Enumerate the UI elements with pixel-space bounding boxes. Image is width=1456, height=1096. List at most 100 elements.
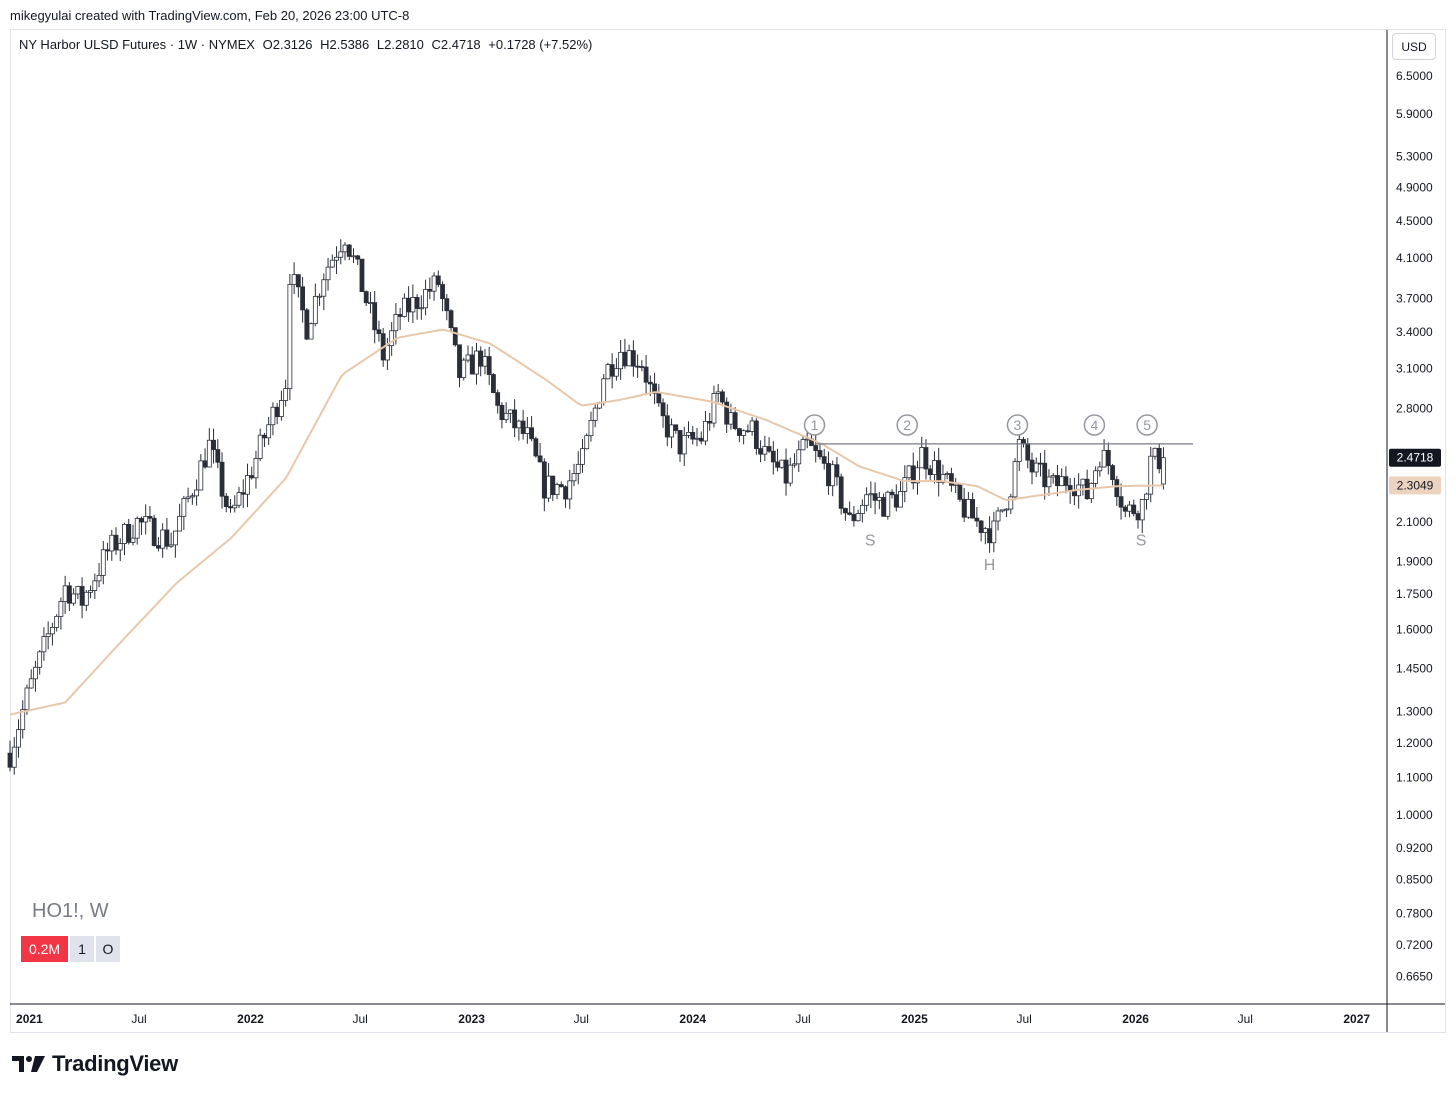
candle	[164, 517, 170, 550]
candle-body	[342, 244, 348, 253]
pattern-label: H	[984, 557, 996, 574]
candle-body	[122, 523, 127, 544]
candle-body	[1097, 466, 1103, 472]
candle	[376, 320, 382, 342]
candle	[215, 439, 221, 469]
candle-body	[503, 412, 509, 421]
candle-body	[524, 427, 530, 434]
candle	[991, 511, 997, 553]
candle	[826, 451, 831, 495]
candle	[478, 346, 484, 377]
badge-1[interactable]: 1	[70, 936, 94, 962]
x-tick-label: Jul	[352, 1012, 367, 1026]
candle-body	[940, 474, 946, 483]
candle-body	[54, 615, 60, 628]
candle	[550, 475, 556, 502]
candle	[1033, 457, 1039, 477]
candle-body	[885, 491, 891, 517]
candle	[461, 357, 467, 381]
candle	[881, 493, 886, 517]
candle-body	[669, 424, 674, 438]
candle-body	[440, 284, 445, 300]
candle-body	[821, 456, 827, 464]
candle-body	[541, 461, 547, 499]
candle-body	[427, 288, 433, 292]
candle-body	[351, 255, 356, 258]
candle	[177, 503, 183, 532]
candle-body	[690, 431, 696, 440]
candle-body	[465, 354, 471, 361]
candle	[16, 719, 21, 758]
candle-body	[558, 484, 564, 488]
candle-body	[978, 520, 984, 533]
y-tick-label: 5.3000	[1396, 149, 1433, 163]
candle-body	[338, 251, 344, 258]
currency-button[interactable]: USD	[1392, 33, 1436, 60]
candle-body	[202, 460, 208, 468]
volume-badge[interactable]: 0.2M	[21, 936, 68, 962]
candle-body	[88, 590, 93, 593]
candle	[787, 457, 793, 487]
candle	[868, 481, 874, 509]
candle	[703, 410, 708, 446]
candle	[1127, 501, 1132, 518]
candle	[1093, 466, 1099, 489]
candle-body	[177, 515, 183, 532]
candle	[893, 484, 899, 512]
candle	[88, 585, 93, 599]
candle-body	[626, 350, 632, 367]
candle-body	[1088, 483, 1094, 500]
candle	[749, 417, 755, 436]
candle-body	[130, 537, 136, 543]
candle-body	[580, 448, 585, 465]
candle-body	[236, 492, 242, 506]
candle	[117, 538, 123, 562]
tradingview-footer: TradingView	[12, 1051, 178, 1077]
candle	[838, 473, 844, 515]
candle	[262, 432, 267, 448]
candle-body	[881, 497, 886, 517]
candle-body	[647, 381, 653, 385]
candle-body	[813, 445, 819, 451]
candle-body	[707, 421, 713, 424]
candle	[529, 416, 535, 442]
candle	[401, 293, 407, 318]
candle-body	[749, 420, 755, 432]
candle-body	[198, 460, 204, 491]
candle	[147, 506, 153, 523]
candle-body	[711, 393, 717, 424]
candle-body	[291, 274, 297, 285]
candle	[652, 372, 657, 405]
candle	[452, 327, 458, 347]
candle	[75, 585, 81, 600]
candle	[1012, 458, 1018, 501]
x-tick-label: 2024	[679, 1012, 706, 1026]
candle-body	[457, 344, 462, 378]
candle	[872, 482, 878, 515]
candle-body	[117, 543, 123, 551]
candle-body	[1012, 461, 1018, 498]
candle	[491, 373, 496, 394]
candle-body	[168, 544, 174, 547]
candle-body	[932, 460, 937, 475]
candle	[308, 322, 314, 340]
candle-body	[851, 514, 857, 522]
candle	[1097, 461, 1103, 477]
candle	[1131, 499, 1137, 517]
candle-body	[919, 447, 925, 469]
badge-o[interactable]: O	[96, 936, 120, 962]
candle	[79, 577, 85, 619]
candle-body	[274, 406, 280, 418]
candle	[575, 451, 581, 485]
candle-body	[423, 288, 428, 309]
candle-body	[787, 464, 793, 484]
candle	[843, 507, 848, 521]
candle-body	[1152, 447, 1158, 457]
candle	[482, 349, 488, 375]
candle-body	[571, 473, 577, 482]
candle	[105, 542, 110, 561]
candle	[435, 270, 441, 288]
candle	[1139, 499, 1145, 534]
candle-body	[461, 359, 467, 378]
